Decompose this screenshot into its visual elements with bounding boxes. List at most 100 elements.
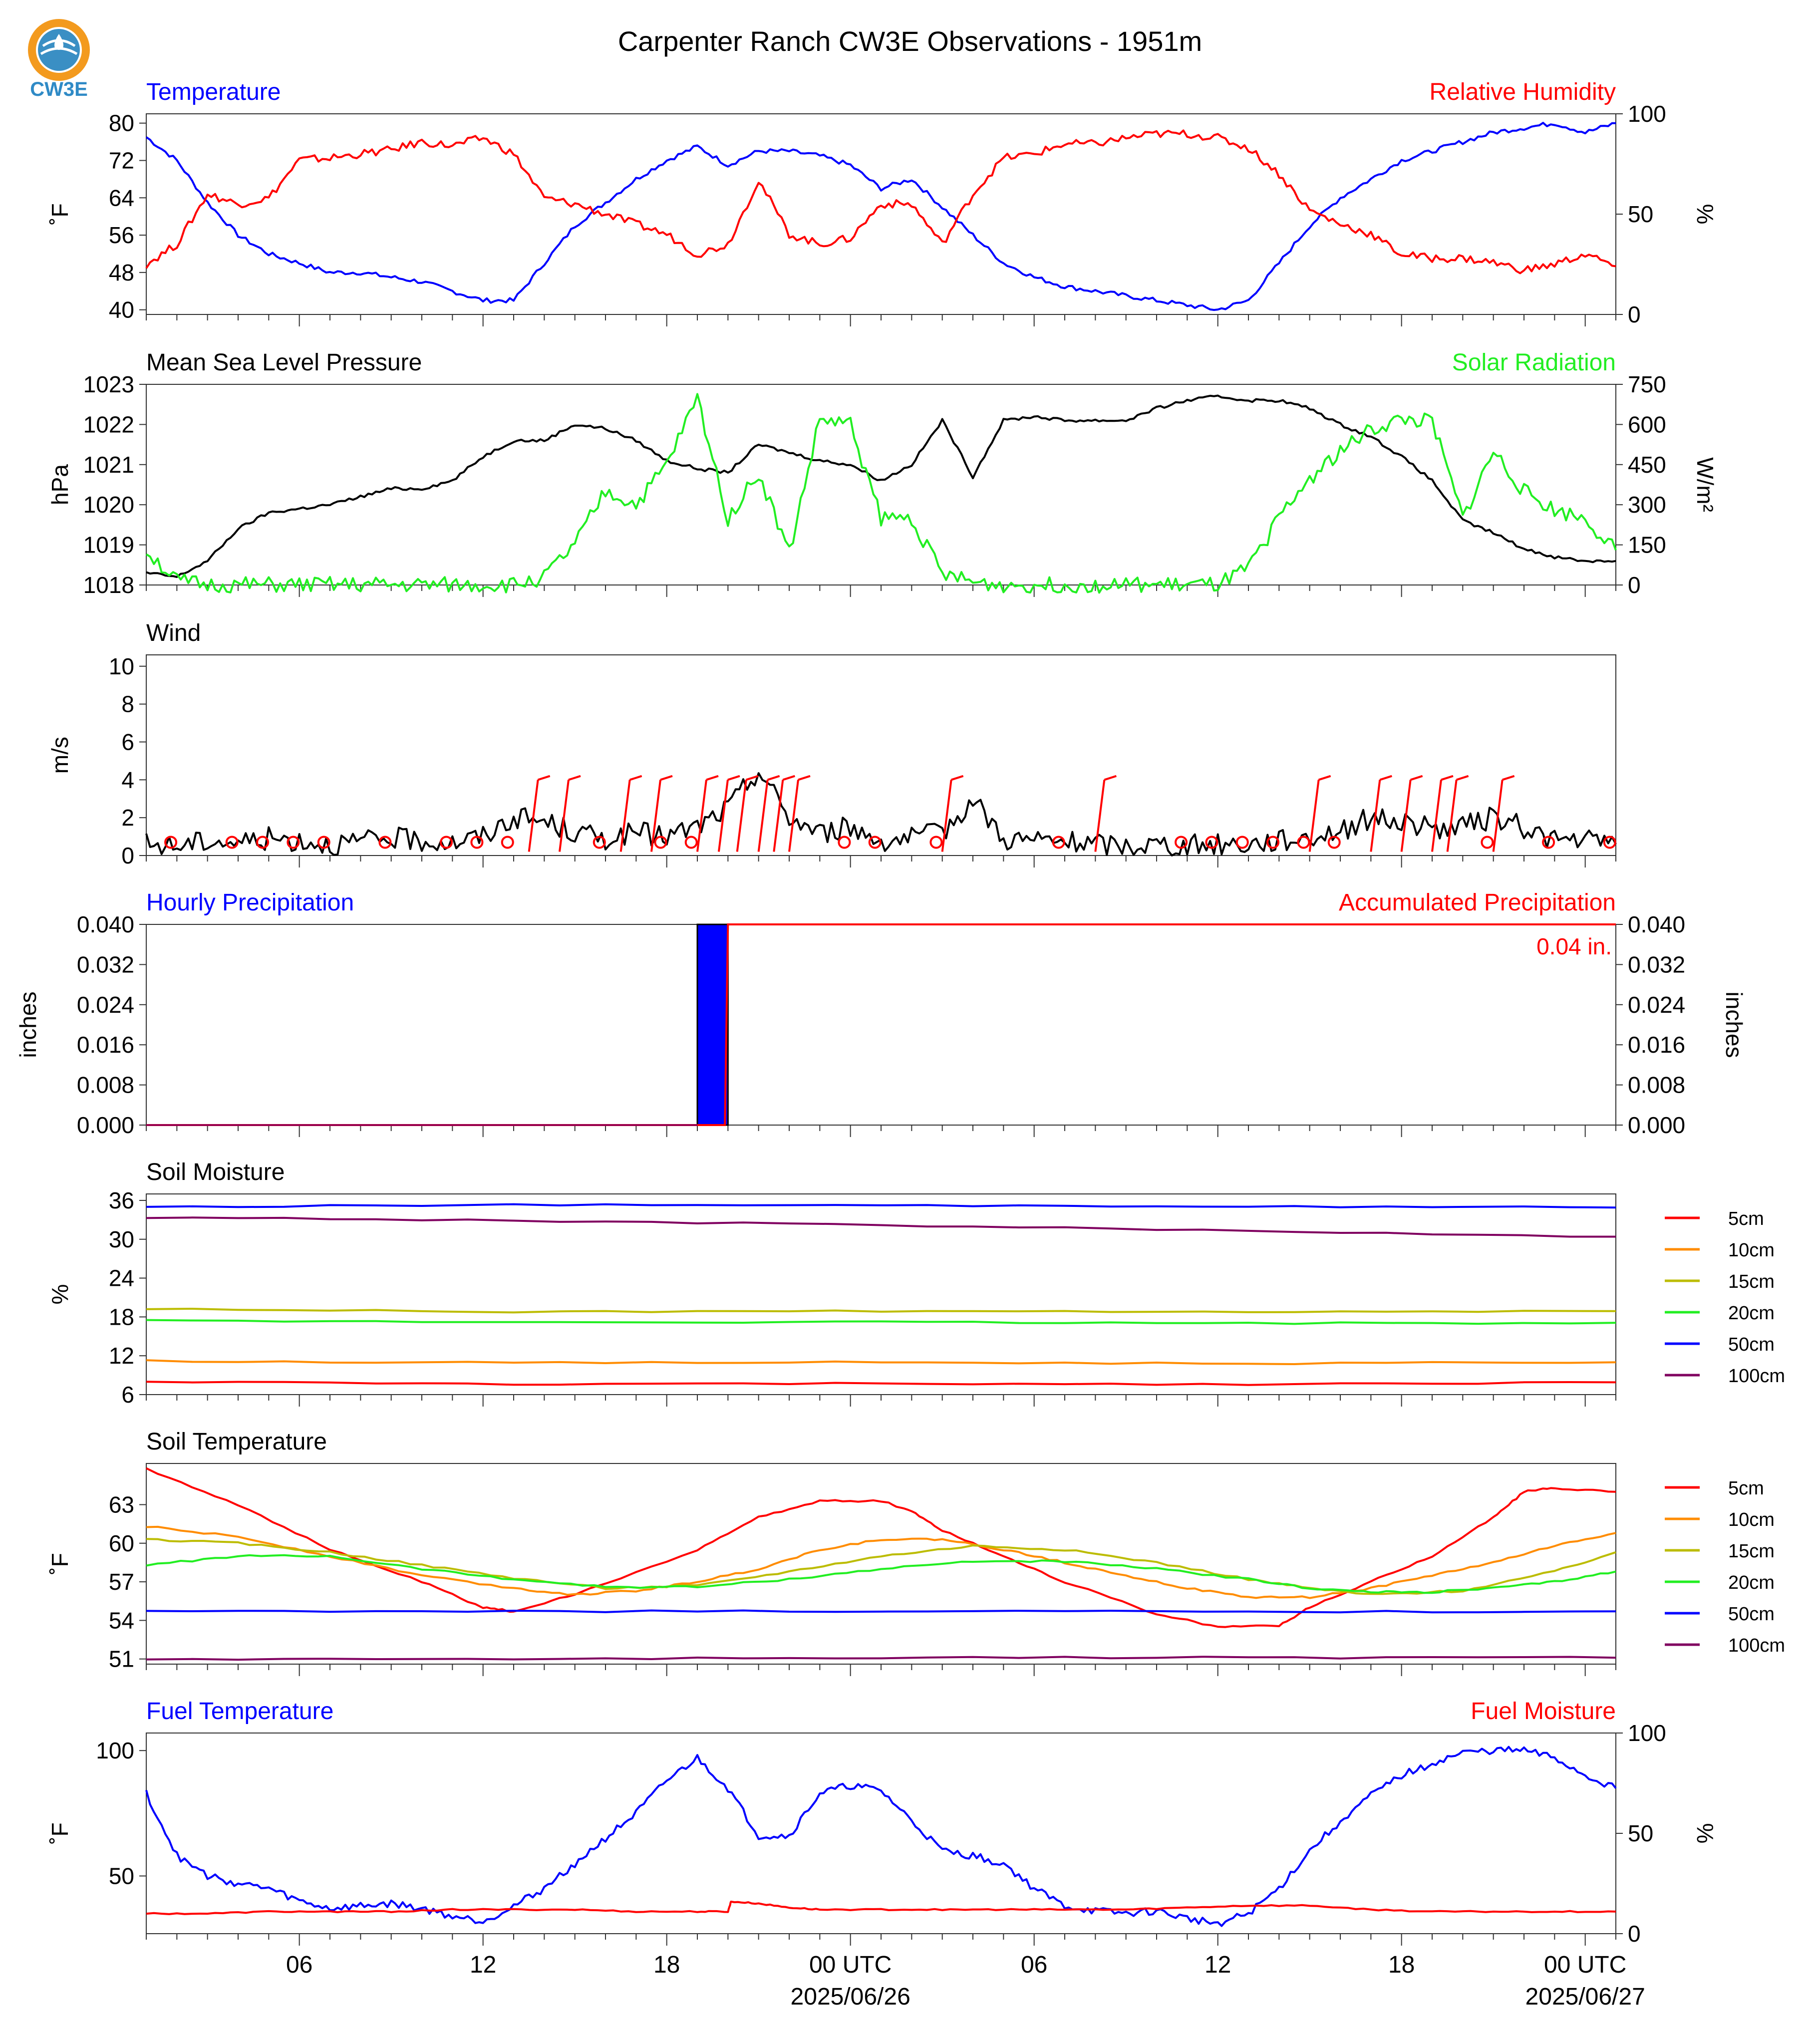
calm-wind-circle	[256, 836, 270, 849]
legend-label: 5cm	[1728, 1208, 1764, 1229]
series-line-10cm	[146, 1525, 1616, 1599]
y-tick-label-right: 0.040	[1628, 911, 1685, 937]
y-tick-label-left: 63	[109, 1491, 134, 1517]
y-tick-label-left: 30	[109, 1226, 134, 1252]
y-tick-label-right: 0.000	[1628, 1112, 1685, 1138]
wind-barb-flag	[660, 775, 673, 781]
time-tick-label: 00 UTC	[1544, 1952, 1626, 1978]
y-tick-label-left: 0.024	[77, 992, 134, 1018]
series-line-20cm	[146, 1554, 1616, 1594]
hourly-precip-bar	[696, 923, 729, 1126]
legend-label: 20cm	[1728, 1572, 1775, 1593]
y-tick-label-right: 100	[1628, 1720, 1666, 1746]
series-line-15cm	[146, 1308, 1616, 1314]
y-tick-label-left: 50	[109, 1863, 134, 1889]
panel-soil_moisture: Soil Moisture 6 12 18 24 30 36% 5cm 10cm 15cm 20cm…	[47, 1159, 1785, 1408]
y-tick-label-right: 150	[1628, 532, 1666, 558]
y-tick-label-right: 0.024	[1628, 992, 1685, 1018]
y-tick-label-left: 0	[121, 843, 134, 869]
wind-barb-staff	[1431, 780, 1442, 852]
cw3e-logo: CW3E	[28, 19, 90, 100]
calm-wind-circle	[1603, 836, 1616, 849]
y-axis-label-left: ˚F	[47, 1822, 73, 1844]
panel-title-left: Soil Moisture	[146, 1159, 285, 1185]
y-tick-label-left: 1022	[83, 411, 134, 437]
y-tick-label-right: 50	[1628, 1820, 1653, 1846]
wind-barb-flag	[746, 775, 759, 781]
y-tick-label-right: 0	[1628, 301, 1641, 327]
y-tick-label-right: 0	[1628, 1921, 1641, 1947]
y-axis-label-left: hPa	[47, 464, 73, 505]
y-tick-label-left: 1023	[83, 371, 134, 397]
panel-soil_temp: Soil Temperature 51 54 57 60 63 ˚F 5cm 10cm 15cm 2…	[47, 1429, 1785, 1676]
y-axis-label-right: %	[1692, 204, 1718, 225]
logo-text: CW3E	[30, 78, 88, 100]
series-line-left	[145, 1745, 1617, 1927]
wind-barb-flag	[568, 775, 581, 781]
calm-wind-circle	[1297, 836, 1310, 849]
calm-wind-circle	[593, 836, 606, 849]
series-line-50cm	[146, 1609, 1616, 1614]
y-tick-label-left: 48	[109, 260, 134, 286]
series-line-left	[146, 394, 1616, 578]
calm-wind-circle	[1327, 836, 1341, 849]
legend-label: 20cm	[1728, 1303, 1775, 1324]
y-tick-label-left: 6	[121, 1382, 134, 1408]
y-tick-label-left: 60	[109, 1530, 134, 1556]
figure-title: Carpenter Ranch CW3E Observations - 1951…	[618, 25, 1202, 57]
y-tick-label-left: 1019	[83, 532, 134, 558]
y-axis-label-left: inches	[15, 992, 41, 1058]
calm-wind-circle	[225, 836, 239, 849]
wind-barb-staff	[619, 780, 631, 852]
calm-wind-circle	[654, 836, 667, 849]
legend-label: 100cm	[1728, 1635, 1785, 1656]
y-tick-label-right: 600	[1628, 411, 1666, 437]
legend-label: 50cm	[1728, 1604, 1775, 1625]
series-line-100cm	[146, 1216, 1616, 1238]
y-tick-label-left: 51	[109, 1646, 134, 1672]
y-tick-label-right: 300	[1628, 492, 1666, 518]
y-tick-label-right: 0.032	[1628, 951, 1685, 977]
calm-wind-circle	[287, 836, 300, 849]
calm-wind-circle	[838, 836, 851, 849]
panel-title-left: Temperature	[146, 79, 281, 105]
calm-wind-circle	[164, 836, 178, 849]
wind-barb-flag	[629, 775, 642, 781]
wind-barb-staff	[1492, 780, 1504, 852]
y-tick-label-left: 64	[109, 185, 134, 211]
legend-label: 100cm	[1728, 1366, 1785, 1387]
y-axis-label-right: W/m²	[1692, 457, 1718, 512]
y-tick-label-left: 8	[121, 691, 134, 717]
wind-barb-staff	[696, 780, 707, 852]
series-line-50cm	[146, 1203, 1616, 1209]
wind-barb-staff	[1094, 780, 1106, 852]
calm-wind-circle	[1052, 836, 1065, 849]
y-tick-label-left: 6	[121, 729, 134, 755]
y-tick-label-left: 4	[121, 767, 134, 793]
wind-barb-staff	[650, 780, 661, 852]
wind-barb-flag	[1104, 775, 1117, 781]
time-tick-label: 06	[286, 1952, 312, 1978]
y-axis-label-left: %	[47, 1284, 73, 1305]
y-axis-label-right: inches	[1721, 992, 1747, 1058]
calm-wind-circle	[1481, 836, 1494, 849]
wind-barb-staff	[559, 780, 570, 852]
calm-wind-circle	[929, 836, 943, 849]
panel-title-left: Wind	[146, 620, 201, 646]
y-tick-label-left: 36	[109, 1187, 134, 1213]
panels-group: Temperature Relative Humidity404856647280…	[15, 79, 1785, 1947]
series-line-left	[145, 122, 1616, 311]
y-tick-label-right: 0.008	[1628, 1072, 1685, 1098]
wind-barb-flag	[538, 775, 551, 781]
panel-mslp_solar: Mean Sea Level Pressure Solar Radiation 10…	[47, 349, 1718, 598]
wind-barb-flag	[706, 775, 719, 781]
y-tick-label-right: 0.016	[1628, 1032, 1685, 1058]
panel-title-right: Solar Radiation	[1452, 349, 1616, 376]
panel-title-right: Relative Humidity	[1430, 79, 1616, 105]
legend-label: 15cm	[1728, 1541, 1775, 1562]
calm-wind-circle	[1235, 836, 1249, 849]
wind-barb-flag	[1379, 775, 1392, 781]
y-tick-label-left: 57	[109, 1569, 134, 1595]
calm-wind-circle	[1542, 836, 1555, 849]
